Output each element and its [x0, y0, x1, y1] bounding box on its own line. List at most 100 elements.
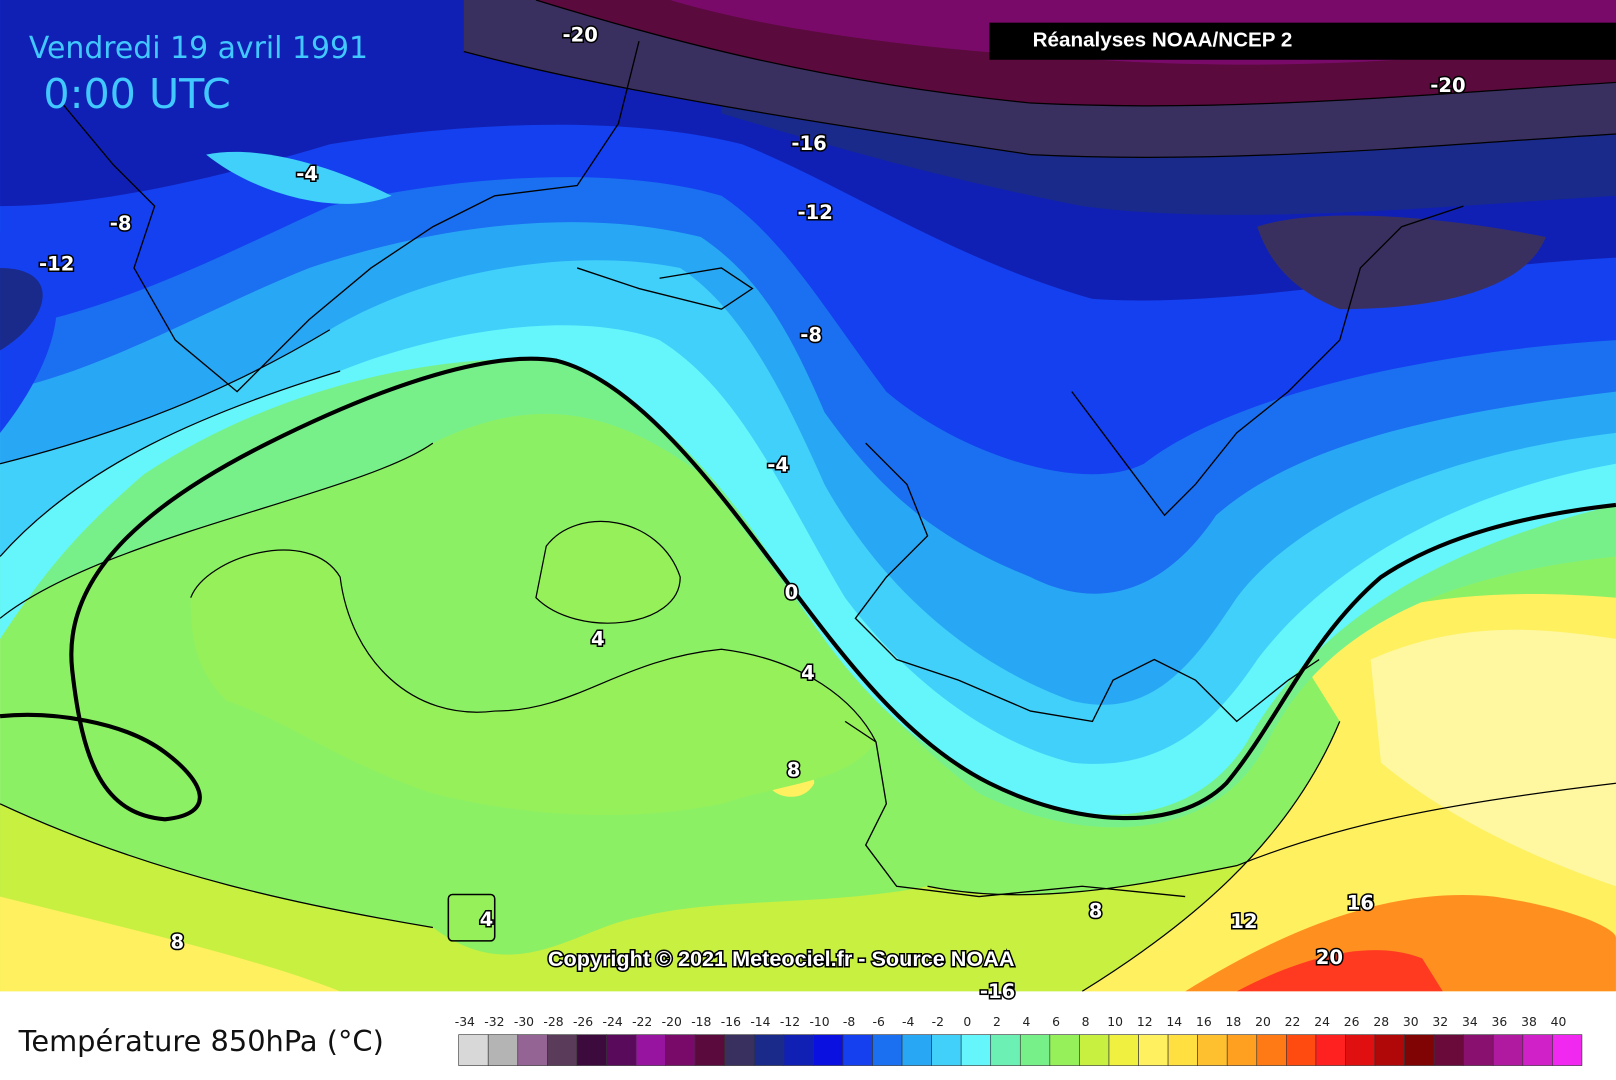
colorbar-swatch	[487, 1034, 519, 1066]
colorbar-tick-label: 26	[1344, 1015, 1360, 1029]
colorbar-tick-label: 2	[993, 1015, 1001, 1029]
contour-label: 0	[785, 581, 799, 604]
colorbar-swatch	[1167, 1034, 1198, 1066]
colorbar-swatch	[842, 1034, 873, 1066]
colorbar-swatch	[753, 1034, 785, 1066]
colorbar-swatch	[606, 1034, 637, 1066]
source-box	[989, 22, 1616, 60]
contour-label: 12	[1230, 910, 1257, 933]
colorbar-swatch	[1522, 1034, 1553, 1066]
contour-label: -16	[980, 980, 1015, 1003]
colorbar-tick-label: -30	[514, 1015, 534, 1029]
colorbar-swatch	[1197, 1034, 1228, 1066]
colorbar-swatch	[1552, 1034, 1583, 1066]
legend-title: Température 850hPa (°C)	[18, 1024, 384, 1058]
contour-label: 8	[171, 930, 185, 953]
colorbar-tick-label: -2	[932, 1015, 944, 1029]
colorbar-tick-label: 32	[1432, 1015, 1448, 1029]
colorbar-tick-label: -28	[543, 1015, 563, 1029]
date-label: Vendredi 19 avril 1991	[29, 31, 368, 66]
colorbar-tick-label: 36	[1492, 1015, 1508, 1029]
colorbar-swatch	[1345, 1034, 1376, 1066]
colorbar-swatch	[1256, 1034, 1287, 1066]
colorbar-tick-label: 40	[1551, 1015, 1567, 1029]
colorbar-swatch	[1138, 1034, 1169, 1066]
colorbar-swatch	[1108, 1034, 1139, 1066]
colorbar-tick-label: 38	[1521, 1015, 1537, 1029]
colorbar-swatch	[1315, 1034, 1346, 1066]
colorbar-tick-label: -24	[603, 1015, 623, 1029]
colorbar-swatch	[1226, 1034, 1258, 1066]
source-label: Réanalyses NOAA/NCEP 2	[1033, 29, 1293, 52]
colorbar-swatch	[517, 1034, 548, 1066]
colorbar-swatch	[547, 1034, 578, 1066]
colorbar-tick-label: -34	[455, 1015, 475, 1029]
contour-label: -12	[798, 201, 833, 224]
colorbar: -34 -32 -30 -28 -26 -24 -22 -20 -18 -16 -14 -12 -10-…	[455, 1015, 1583, 1066]
colorbar-tick-label: 28	[1373, 1015, 1389, 1029]
colorbar-swatch	[1286, 1034, 1317, 1066]
colorbar-tick-label: 18	[1226, 1015, 1242, 1029]
contour-label: 16	[1347, 891, 1374, 914]
contour-label: -20	[563, 24, 598, 47]
colorbar-tick-label: -6	[873, 1015, 885, 1029]
colorbar-swatch	[1492, 1034, 1524, 1066]
colorbar-tick-label: 30	[1403, 1015, 1419, 1029]
colorbar-tick-label: 0	[963, 1015, 971, 1029]
colorbar-tick-label: -22	[632, 1015, 652, 1029]
colorbar-tick-label: -16	[721, 1015, 741, 1029]
colorbar-tick-label: -10	[809, 1015, 829, 1029]
contour-label: 4	[801, 661, 815, 684]
colorbar-tick-label: -20	[662, 1015, 682, 1029]
contour-label: 8	[787, 758, 801, 781]
contour-label: -12	[39, 252, 74, 275]
colorbar-tick-label: -14	[750, 1015, 770, 1029]
colorbar-swatch	[960, 1034, 992, 1066]
colorbar-swatch	[872, 1034, 903, 1066]
colorbar-tick-label: 22	[1285, 1015, 1301, 1029]
contour-label: -20	[1430, 74, 1465, 97]
colorbar-tick-label: -32	[484, 1015, 504, 1029]
colorbar-swatch	[1049, 1034, 1080, 1066]
colorbar-swatch	[813, 1034, 844, 1066]
colorbar-swatch	[694, 1034, 725, 1066]
colorbar-tick-label: 12	[1137, 1015, 1153, 1029]
colorbar-tick-label: 4	[1023, 1015, 1031, 1029]
contour-label: 4	[591, 627, 605, 650]
colorbar-swatch	[1433, 1034, 1465, 1066]
colorbar-tick-label: 8	[1082, 1015, 1090, 1029]
contour-label: 4	[480, 908, 494, 931]
contour-label: -16	[791, 132, 826, 155]
colorbar-tick-label: -4	[902, 1015, 914, 1029]
colorbar-tick-label: 24	[1314, 1015, 1330, 1029]
colorbar-swatch	[1079, 1034, 1110, 1066]
colorbar-swatch	[576, 1034, 607, 1066]
colorbar-swatch	[1374, 1034, 1405, 1066]
colorbar-swatch	[783, 1034, 814, 1066]
colorbar-tick-label: 6	[1052, 1015, 1060, 1029]
colorbar-swatch	[1019, 1034, 1051, 1066]
colorbar-swatch	[931, 1034, 962, 1066]
time-label: 0:00 UTC	[43, 70, 230, 118]
contour-labels: -20 -16 -12 -8 -4 -4 -8 -12 0 4 4 8 4 8 8 12 16 20 -16 -20	[38, 22, 1468, 1004]
colorbar-swatch	[665, 1034, 696, 1066]
colorbar-tick-label: 10	[1107, 1015, 1123, 1029]
colorbar-tick-label: -26	[573, 1015, 593, 1029]
copyright: Copyright © 2021 Meteociel.fr - Source N…	[548, 946, 1015, 971]
colorbar-swatch	[1404, 1034, 1435, 1066]
colorbar-tick-label: 34	[1462, 1015, 1478, 1029]
colorbar-tick-label: -8	[843, 1015, 855, 1029]
colorbar-tick-label: 16	[1196, 1015, 1212, 1029]
colorbar-swatch	[901, 1034, 932, 1066]
contour-label: 8	[1089, 900, 1103, 923]
colorbar-tick-label: -12	[780, 1015, 800, 1029]
colorbar-tick-label: -18	[691, 1015, 711, 1029]
colorbar-swatch	[635, 1034, 666, 1066]
colorbar-swatch	[1463, 1034, 1494, 1066]
map	[0, 0, 1616, 992]
colorbar-tick-label: 14	[1166, 1015, 1182, 1029]
colorbar-swatch	[458, 1034, 489, 1066]
contour-label: -4	[767, 453, 789, 476]
contour-label: 20	[1316, 946, 1343, 969]
